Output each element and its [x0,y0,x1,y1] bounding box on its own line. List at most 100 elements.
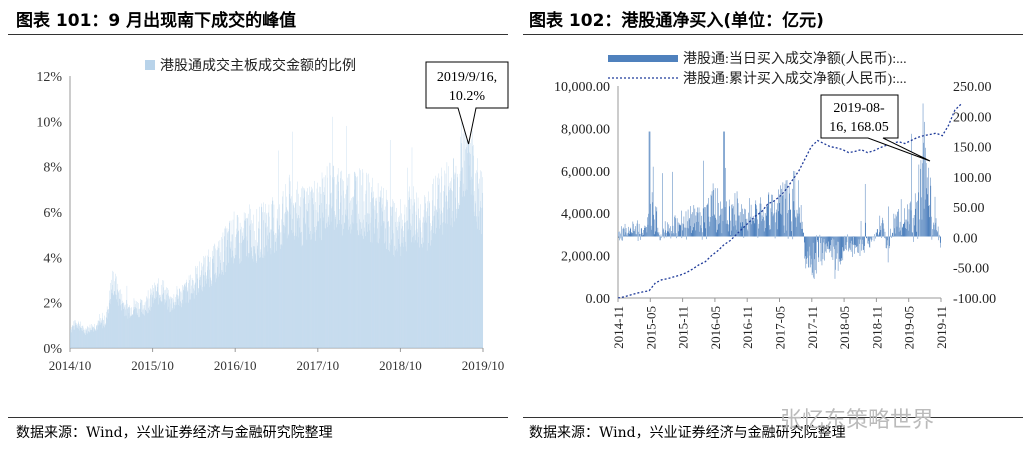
right-bar [924,199,926,237]
right-bar [918,192,919,237]
right-bar [704,207,705,237]
right-bar [806,236,808,264]
right-bar [883,223,884,237]
right-bar [745,219,747,237]
right-bar [698,207,700,237]
right-bar [813,236,815,279]
right-bar [769,225,770,237]
right-x-tick-label: 2017-05 [773,306,788,349]
right-bar [820,236,821,244]
right-bar [835,236,837,246]
right-bar [847,234,848,237]
right-bar [637,220,638,237]
right-bar [741,204,742,237]
right-bar [730,235,731,237]
right-bar [737,198,738,237]
right-bar [818,236,819,258]
left-source-rule [8,417,508,418]
right-bar [876,229,878,237]
right-bar [667,222,669,237]
right-bar [833,236,834,247]
right-bar [713,189,714,237]
right-bar [682,223,684,237]
right-bar [740,226,742,237]
right-bar [647,224,649,237]
right-bar [922,103,924,237]
right-bar [665,236,667,238]
right-bar [794,171,796,237]
right-bar [774,236,776,239]
right-bar [623,228,625,237]
right-bar [659,235,660,237]
right-bar [814,236,815,260]
right-bar [633,223,634,237]
right-bar [850,236,852,252]
right-bar [875,232,877,237]
right-bar [713,214,715,237]
right-bar [741,208,743,237]
right-bar [669,233,671,237]
right-bar [915,208,916,237]
right-bar [797,216,799,237]
right-bar [804,236,806,259]
right-bar [763,231,765,237]
right-bar [637,236,639,241]
right-bar [671,233,673,237]
right-bar [854,236,856,245]
right-bar [706,236,707,240]
right-bar [694,208,696,237]
right-bar [896,216,897,237]
left-x-tick-label: 2019/10 [462,358,505,373]
right-bar [782,182,784,237]
right-bar [712,216,713,237]
right-bar [711,195,712,237]
right-bar [826,236,827,244]
right-bar [928,167,930,237]
right-bar [771,194,772,237]
right-annotation-line2: 16, 168.05 [829,120,889,135]
left-y-tick-label: 6% [43,206,62,221]
right-bar [791,231,792,237]
right-bar [772,194,773,237]
right-bar [785,180,787,237]
right-right-y-tick-label: -100.00 [953,292,996,307]
left-y-tick-label: 10% [36,115,62,130]
right-bar [844,235,846,237]
right-bar [712,183,714,237]
right-bar [926,177,928,237]
right-bar [662,229,664,237]
right-bar [651,192,653,237]
right-bar [899,221,901,237]
right-bar [900,230,901,237]
right-bar [785,198,786,237]
right-bar [809,236,811,256]
left-legend-swatch [145,60,155,70]
right-bar [871,236,872,242]
right-bar [869,236,871,248]
right-bar [818,236,820,262]
right-bar [792,236,794,240]
right-bar [938,234,940,237]
right-bar [733,226,735,237]
right-right-y-tick-label: 200.00 [953,110,992,125]
right-bar [830,236,831,246]
right-bar [811,236,812,259]
right-bar [884,231,886,237]
right-bar [744,226,746,237]
right-bar [735,225,736,237]
right-bar [729,206,731,237]
right-bar [627,235,628,237]
right-bar [897,211,899,237]
right-bar [745,209,746,237]
right-bar [764,213,766,237]
right-bar [914,225,915,237]
right-bar [793,201,795,237]
right-bar [626,235,627,237]
right-bar [752,215,754,237]
right-bar [738,215,739,237]
right-bar [851,236,852,241]
right-bar [753,218,755,237]
right-bar [678,225,680,237]
right-bar [782,195,783,237]
right-bar [779,194,781,237]
